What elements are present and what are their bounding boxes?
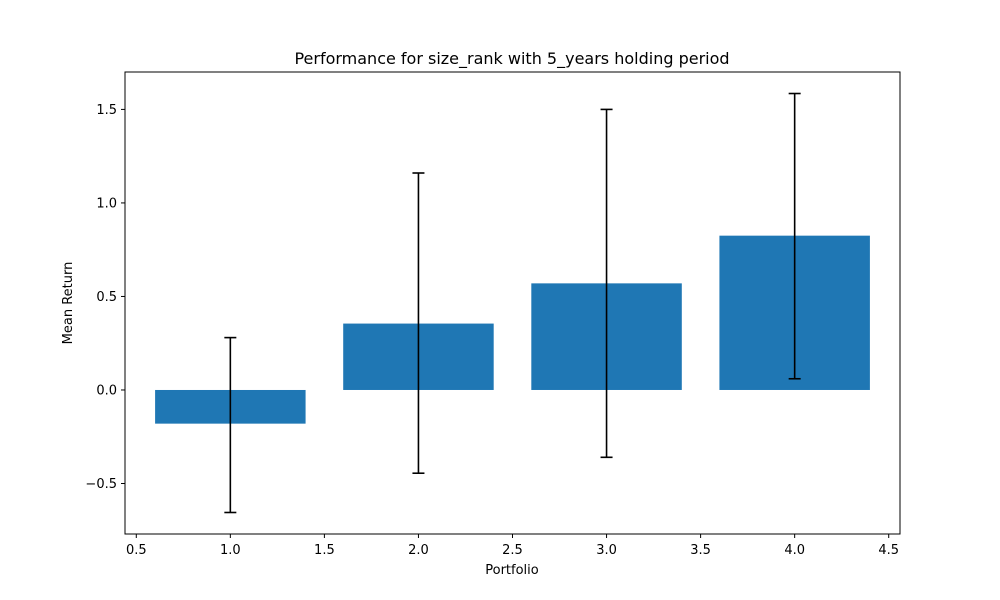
x-axis-label: Portfolio: [485, 563, 539, 578]
x-tick-label: 4.5: [878, 543, 899, 558]
error-bar-4: [788, 92, 801, 380]
y-tick-label: 0.0: [96, 383, 117, 398]
x-tick-label: 0.5: [126, 543, 147, 558]
y-axis-label: Mean Return: [61, 262, 76, 345]
y-tick-label: −0.5: [85, 477, 117, 492]
error-bar-1: [224, 336, 237, 514]
y-tick-label: 0.5: [96, 290, 117, 305]
x-tick-label: 4.0: [784, 543, 805, 558]
x-tick-label: 1.5: [314, 543, 335, 558]
error-bar-2: [412, 172, 425, 475]
chart-title: Performance for size_rank with 5_years h…: [294, 49, 729, 69]
y-tick-label: 1.5: [96, 103, 117, 118]
x-tick-label: 3.0: [596, 543, 617, 558]
x-tick-label: 2.0: [408, 543, 429, 558]
x-tick-label: 2.5: [502, 543, 523, 558]
plot-area: [155, 92, 870, 514]
error-bar-3: [600, 108, 613, 459]
x-axis: 0.5 1.0 1.5 2.0 2.5 3.0 3.5 4.0 4.5: [126, 534, 899, 558]
y-tick-label: 1.0: [96, 196, 117, 211]
x-tick-label: 1.0: [220, 543, 241, 558]
x-tick-label: 3.5: [690, 543, 711, 558]
y-axis: −0.5 0.0 0.5 1.0 1.5: [85, 103, 125, 492]
